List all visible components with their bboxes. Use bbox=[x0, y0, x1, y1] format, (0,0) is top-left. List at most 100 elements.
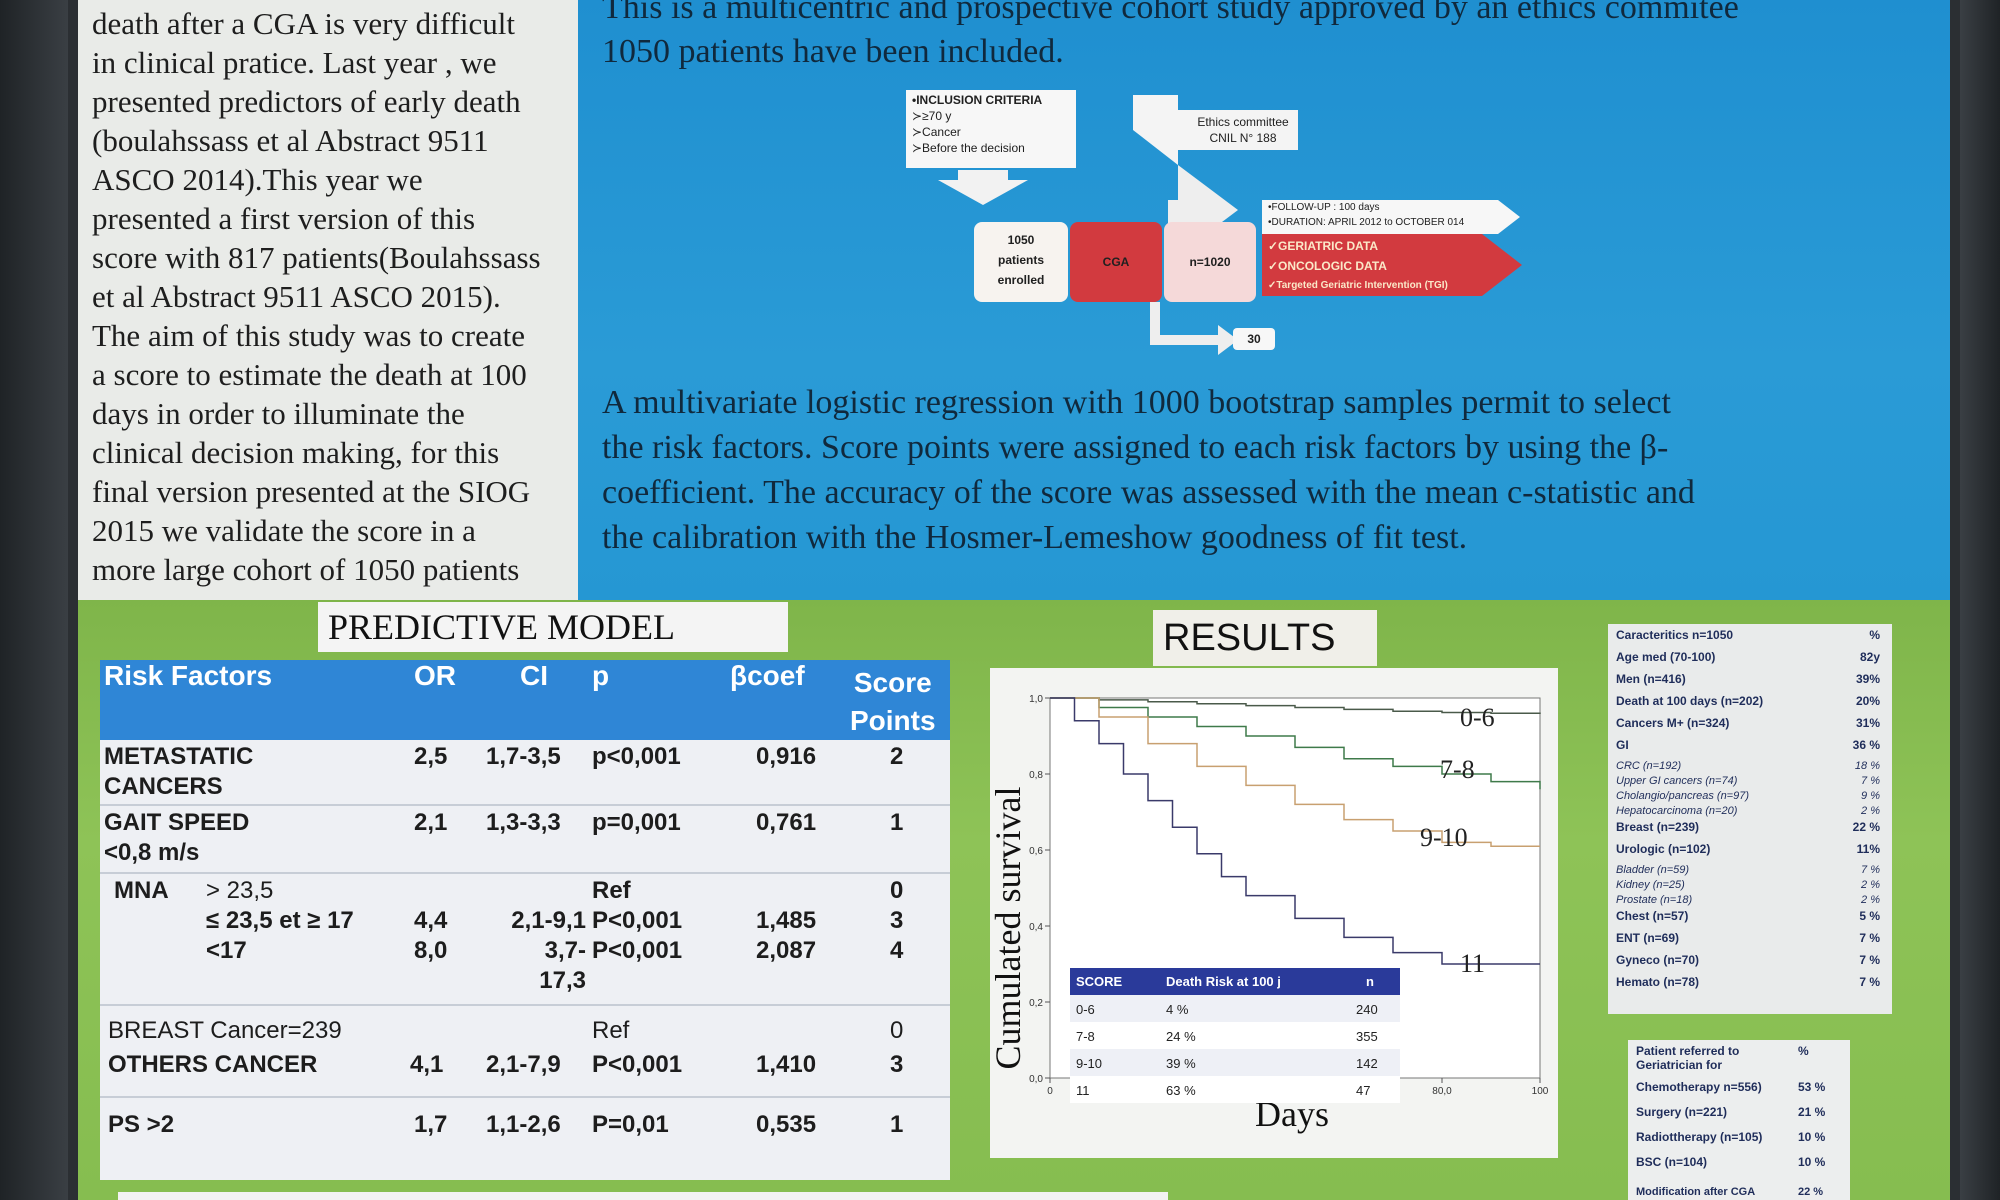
characteristics-value: 36 % bbox=[1852, 738, 1880, 752]
poster-frame-left bbox=[0, 0, 68, 1200]
characteristics-label: Hepatocarcinoma (n=20) bbox=[1616, 805, 1738, 817]
data-item: ✓Targeted Geriatric Intervention (TGI) bbox=[1268, 280, 1448, 291]
ethics-line: CNIL N° 188 bbox=[1209, 131, 1277, 145]
followup-arrow bbox=[1262, 200, 1520, 234]
characteristics-row: ENT (n=69) 7 % bbox=[1608, 931, 1892, 953]
inclusion-down-arrow bbox=[938, 170, 1028, 205]
characteristics-label: Hemato (n=78) bbox=[1616, 975, 1700, 989]
y-tick-label: 0,0 bbox=[1029, 1074, 1043, 1085]
score-table-cell: 9-10 bbox=[1076, 1056, 1102, 1071]
score-table-cell: 39 % bbox=[1166, 1056, 1196, 1071]
characteristics-label: Urologic (n=102) bbox=[1616, 842, 1711, 856]
header-beta: βcoef bbox=[730, 660, 805, 691]
characteristics-row: Prostate (n=18) 2 % bbox=[1608, 894, 1892, 909]
followup-text: •FOLLOW-UP : 100 days •DURATION: APRIL 2… bbox=[1268, 200, 1508, 230]
referral-label: Chemotherapy n=556) bbox=[1636, 1080, 1762, 1094]
row-factor: METASTATIC CANCERS bbox=[104, 743, 254, 800]
characteristics-row: Cancers M+ (n=324) 31% bbox=[1608, 716, 1892, 738]
row-score: 3 bbox=[890, 1051, 904, 1078]
ethics-line: Ethics committee bbox=[1197, 115, 1289, 129]
characteristics-label: Age med (70-100) bbox=[1616, 650, 1716, 664]
referral-label: Surgery (n=221) bbox=[1636, 1105, 1728, 1119]
characteristics-label: Upper GI cancers (n=74) bbox=[1616, 775, 1738, 787]
row-ci: 1,1-2,6 bbox=[486, 1111, 561, 1138]
characteristics-value: 2 % bbox=[1861, 879, 1880, 891]
row-score: 2 bbox=[890, 743, 904, 770]
data-items-text: ✓GERIATRIC DATA ✓ONCOLOGIC DATA ✓Targete… bbox=[1268, 236, 1518, 296]
characteristics-value: 7 % bbox=[1861, 775, 1880, 787]
followup-line: •DURATION: APRIL 2012 to OCTOBER 014 bbox=[1268, 217, 1465, 228]
row-ci: 2,1-7,9 bbox=[486, 1051, 561, 1078]
enrolled-line: 1050 bbox=[1007, 233, 1035, 247]
score-table-cell: 7-8 bbox=[1076, 1029, 1095, 1044]
row-beta: 0,761 bbox=[756, 809, 817, 836]
row-separator bbox=[100, 872, 950, 874]
inclusion-line: •INCLUSION CRITERIA bbox=[912, 93, 1043, 107]
characteristics-row: Men (n=416) 39% bbox=[1608, 672, 1892, 694]
data-item: ✓GERIATRIC DATA bbox=[1268, 239, 1379, 253]
bottom-card-left bbox=[118, 1192, 758, 1200]
characteristics-label: Breast (n=239) bbox=[1616, 820, 1700, 834]
survival-line-0-6 bbox=[1050, 697, 1541, 714]
characteristics-value: 7 % bbox=[1859, 931, 1880, 945]
characteristics-row: GI 36 % bbox=[1608, 738, 1892, 760]
row-or: 4,4 8,0 bbox=[414, 907, 448, 964]
row-beta: 0,535 bbox=[756, 1111, 817, 1138]
header-risk-factors: Risk Factors bbox=[104, 660, 273, 691]
score-table-header bbox=[1070, 968, 1400, 995]
score-table-row bbox=[1070, 1022, 1400, 1049]
characteristics-value: 20% bbox=[1855, 694, 1880, 708]
referral-label: BSC (n=104) bbox=[1636, 1155, 1708, 1169]
score-table-header-cell: n bbox=[1366, 974, 1374, 989]
regression-text: A multivariate logistic regression with … bbox=[602, 384, 1695, 556]
header-p: p bbox=[592, 660, 610, 691]
characteristics-value: 39% bbox=[1855, 672, 1880, 686]
characteristics-value: 31% bbox=[1855, 716, 1880, 730]
mna-sub: > 23,5 bbox=[206, 877, 274, 904]
characteristics-row: Chest (n=57) 5 % bbox=[1608, 909, 1892, 931]
score-table-cell: 24 % bbox=[1166, 1029, 1196, 1044]
score-table-cell: 4 % bbox=[1166, 1002, 1189, 1017]
methods-intro-text: This is a multicentric and prospective c… bbox=[602, 0, 1739, 70]
survival-line-7-8 bbox=[1050, 697, 1541, 790]
data-item: ✓ONCOLOGIC DATA bbox=[1268, 259, 1387, 273]
row-p: p<0,001 bbox=[592, 743, 681, 770]
referral-footer-label: Modification after CGA bbox=[1636, 1186, 1756, 1198]
series-label: 7-8 bbox=[1440, 755, 1475, 784]
characteristics-value: 11% bbox=[1856, 842, 1880, 856]
series-label: 9-10 bbox=[1420, 823, 1468, 852]
row-or: 4,1 bbox=[410, 1051, 444, 1078]
inclusion-line: ≻Before the decision bbox=[912, 141, 1025, 155]
characteristics-row: Hemato (n=78) 7 % bbox=[1608, 975, 1892, 997]
characteristics-row: Bladder (n=59) 7 % bbox=[1608, 864, 1892, 879]
model-table-header: Risk Factors OR CI p βcoef Score Points bbox=[100, 660, 950, 740]
row-separator bbox=[100, 1096, 950, 1098]
header-score-points: Score Points bbox=[850, 667, 936, 736]
y-tick-label: 0,6 bbox=[1029, 846, 1043, 857]
poster-frame-right bbox=[1960, 0, 2000, 1200]
data-red-arrow bbox=[1262, 234, 1522, 296]
characteristics-row: Gyneco (n=70) 7 % bbox=[1608, 953, 1892, 975]
enrolled-line: patients bbox=[997, 253, 1044, 267]
characteristics-row: CRC (n=192) 18 % bbox=[1608, 760, 1892, 775]
row-separator bbox=[100, 804, 950, 806]
row-ci: 2,1-9,1 3,7- 17,3 bbox=[511, 907, 586, 994]
mna-sub: ≤ 23,5 et ≥ 17 bbox=[206, 907, 354, 934]
score-table-row bbox=[1070, 1049, 1400, 1076]
score-table-row bbox=[1070, 1076, 1400, 1103]
score-table-header-cell: SCORE bbox=[1076, 974, 1123, 989]
characteristics-label: Cholangio/pancreas (n=97) bbox=[1616, 790, 1750, 802]
ethics-text: Ethics committee CNIL N° 188 bbox=[1188, 114, 1298, 146]
row-p: p=0,001 bbox=[592, 809, 681, 836]
score-table-row bbox=[1070, 995, 1400, 1022]
excluded-arrow bbox=[1150, 302, 1238, 355]
survival-line-11 bbox=[1050, 697, 1540, 965]
cga-box bbox=[1070, 222, 1162, 302]
x-tick-label: 80,0 bbox=[1432, 1086, 1452, 1097]
characteristics-label: Bladder (n=59) bbox=[1616, 864, 1690, 876]
excluded-box bbox=[1233, 328, 1275, 350]
characteristics-value: 7 % bbox=[1859, 975, 1880, 989]
score-table-cell: 240 bbox=[1356, 1002, 1378, 1017]
characteristics-label: ENT (n=69) bbox=[1616, 931, 1680, 945]
inclusion-criteria-text: •INCLUSION CRITERIA ≻≥70 y ≻Cancer ≻Befo… bbox=[912, 92, 1082, 156]
